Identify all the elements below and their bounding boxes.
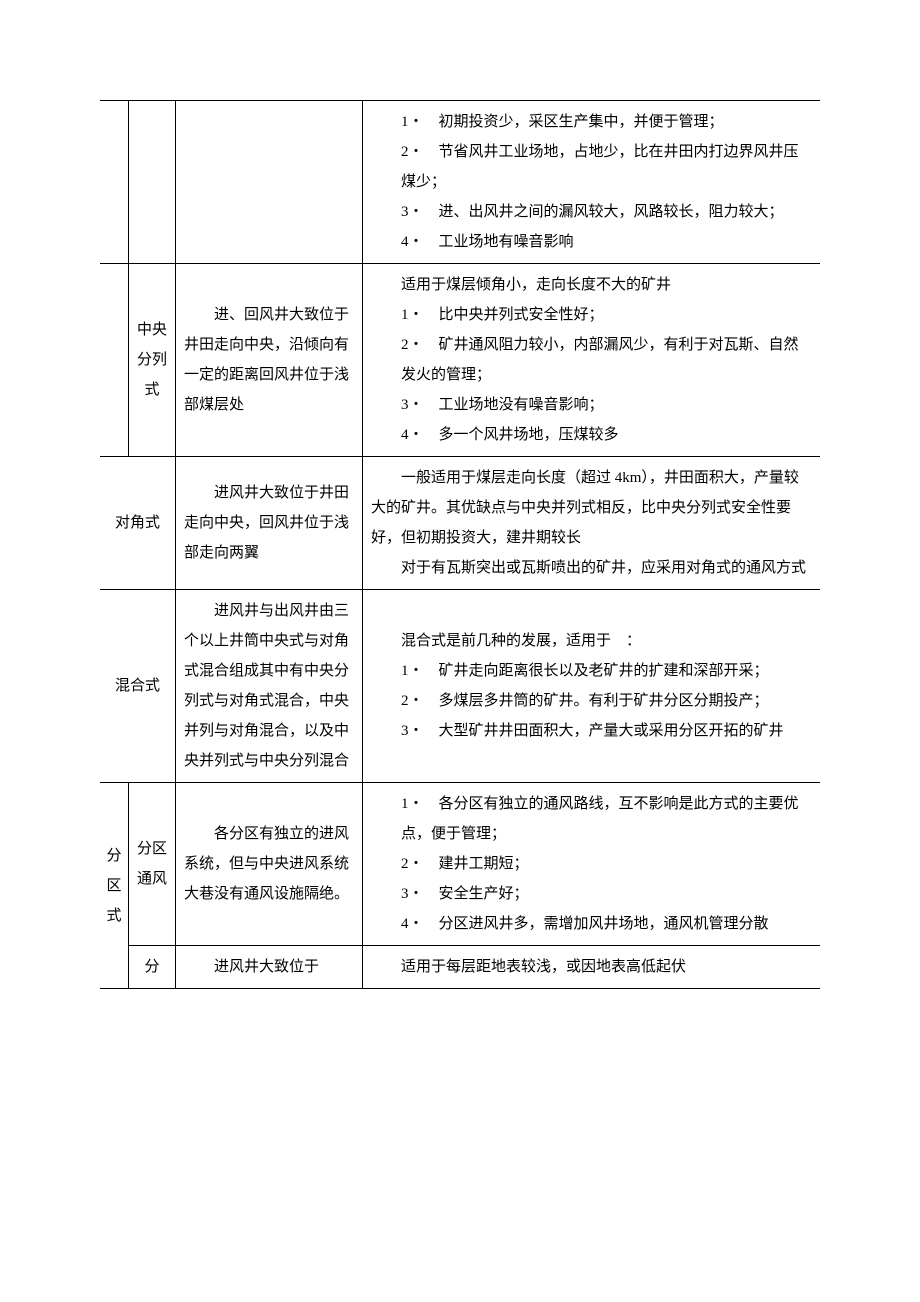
list-item: 3・ 大型矿井井田面积大，产量大或采用分区开拓的矿井: [371, 716, 812, 746]
cell-description: 各分区有独立的进风系统，但与中央进风系统大巷没有通风设施隔绝。: [176, 783, 363, 946]
list-item: 2・ 多煤层多井筒的矿井。有利于矿井分区分期投产；: [371, 686, 812, 716]
cell-features: 1・ 各分区有独立的通风路线，互不影响是此方式的主要优点，便于管理； 2・ 建井…: [363, 783, 821, 946]
list-item: 1・ 初期投资少，采区生产集中，并便于管理；: [371, 107, 812, 137]
feat-para: 对于有瓦斯突出或瓦斯喷出的矿井，应采用对角式的通风方式: [371, 553, 812, 583]
document-page: 1・ 初期投资少，采区生产集中，并便于管理； 2・ 节省风井工业场地，占地少，比…: [0, 0, 920, 1049]
table-row: 分 进风井大致位于 适用于每层距地表较浅，或因地表高低起伏: [100, 946, 820, 989]
desc-text: 进风井大致位于井田走向中央，回风井位于浅部走向两翼: [184, 478, 354, 568]
list-item: 2・ 节省风井工业场地，占地少，比在井田内打边界风井压煤少；: [371, 137, 812, 197]
cell-method-name-inner: 分区 通风: [129, 783, 176, 946]
cell-features: 适用于每层距地表较浅，或因地表高低起伏: [363, 946, 821, 989]
cell-blank: [100, 101, 129, 264]
feat-para: 一般适用于煤层走向长度（超过 4km），井田面积大，产量较大的矿井。其优缺点与中…: [371, 463, 812, 553]
cell-description: 进风井与出风井由三个以上井筒中央式与对角式混合组成其中有中央分列式与对角式混合，…: [176, 590, 363, 783]
cell-description: 进风井大致位于井田走向中央，回风井位于浅部走向两翼: [176, 457, 363, 590]
table-row: 对角式 进风井大致位于井田走向中央，回风井位于浅部走向两翼 一般适用于煤层走向长…: [100, 457, 820, 590]
cell-features: 混合式是前几种的发展，适用于 ： 1・ 矿井走向距离很长以及老矿井的扩建和深部开…: [363, 590, 821, 783]
cell-method-name: 中央分列式: [129, 264, 176, 457]
cell-method-name-inner: 分: [129, 946, 176, 989]
ventilation-table: 1・ 初期投资少，采区生产集中，并便于管理； 2・ 节省风井工业场地，占地少，比…: [100, 100, 820, 989]
list-item: 4・ 工业场地有噪音影响: [371, 227, 812, 257]
list-item: 3・ 安全生产好；: [371, 879, 812, 909]
cell-method-name: 混合式: [100, 590, 176, 783]
table-row: 1・ 初期投资少，采区生产集中，并便于管理； 2・ 节省风井工业场地，占地少，比…: [100, 101, 820, 264]
cell-method-name: 对角式: [100, 457, 176, 590]
cell-features: 一般适用于煤层走向长度（超过 4km），井田面积大，产量较大的矿井。其优缺点与中…: [363, 457, 821, 590]
desc-text: 进风井大致位于: [184, 952, 354, 982]
cell-method-name-outer: 分区式: [100, 783, 129, 989]
desc-text: 各分区有独立的进风系统，但与中央进风系统大巷没有通风设施隔绝。: [184, 819, 354, 909]
cell-blank: [100, 264, 129, 457]
feat-head: 适用于煤层倾角小，走向长度不大的矿井: [371, 270, 812, 300]
table-row: 分区式 分区 通风 各分区有独立的进风系统，但与中央进风系统大巷没有通风设施隔绝…: [100, 783, 820, 946]
feat-para: 适用于每层距地表较浅，或因地表高低起伏: [371, 952, 812, 982]
cell-description: 进风井大致位于: [176, 946, 363, 989]
cell-features: 1・ 初期投资少，采区生产集中，并便于管理； 2・ 节省风井工业场地，占地少，比…: [363, 101, 821, 264]
list-item: 4・ 分区进风井多，需增加风井场地，通风机管理分散: [371, 909, 812, 939]
cell-features: 适用于煤层倾角小，走向长度不大的矿井 1・ 比中央并列式安全性好； 2・ 矿井通…: [363, 264, 821, 457]
list-item: 2・ 建井工期短；: [371, 849, 812, 879]
table-row: 中央分列式 进、回风井大致位于井田走向中央，沿倾向有一定的距离回风井位于浅部煤层…: [100, 264, 820, 457]
cell-blank: [176, 101, 363, 264]
list-item: 2・ 矿井通风阻力较小，内部漏风少，有利于对瓦斯、自然发火的管理；: [371, 330, 812, 390]
list-item: 1・ 各分区有独立的通风路线，互不影响是此方式的主要优点，便于管理；: [371, 789, 812, 849]
desc-text: 进、回风井大致位于井田走向中央，沿倾向有一定的距离回风井位于浅部煤层处: [184, 300, 354, 420]
list-item: 1・ 矿井走向距离很长以及老矿井的扩建和深部开采；: [371, 656, 812, 686]
cell-blank: [129, 101, 176, 264]
list-item: 3・ 工业场地没有噪音影响；: [371, 390, 812, 420]
list-item: 1・ 比中央并列式安全性好；: [371, 300, 812, 330]
cell-description: 进、回风井大致位于井田走向中央，沿倾向有一定的距离回风井位于浅部煤层处: [176, 264, 363, 457]
desc-text: 进风井与出风井由三个以上井筒中央式与对角式混合组成其中有中央分列式与对角式混合，…: [184, 596, 354, 776]
list-item: 4・ 多一个风井场地，压煤较多: [371, 420, 812, 450]
list-item: 3・ 进、出风井之间的漏风较大，风路较长，阻力较大；: [371, 197, 812, 227]
feat-head: 混合式是前几种的发展，适用于 ：: [371, 626, 812, 656]
table-row: 混合式 进风井与出风井由三个以上井筒中央式与对角式混合组成其中有中央分列式与对角…: [100, 590, 820, 783]
